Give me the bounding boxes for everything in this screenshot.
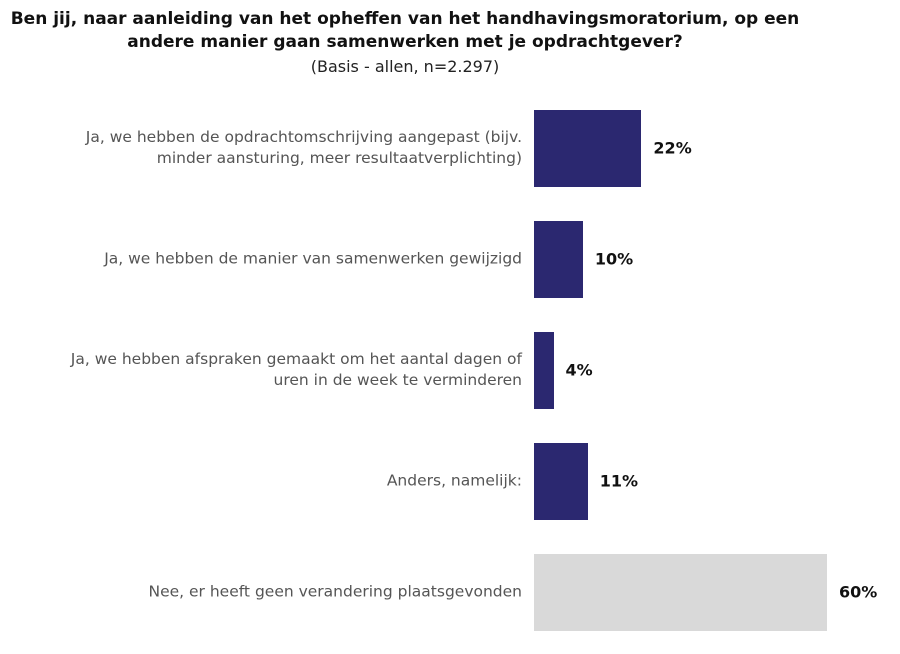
value-label: 60% — [839, 582, 878, 602]
category-label: Ja, we hebben de manier van samenwerken … — [104, 249, 522, 268]
category-label: Anders, namelijk: — [386, 471, 522, 490]
bar — [534, 553, 827, 631]
category-label: Nee, er heeft geen verandering plaatsgev… — [148, 582, 523, 601]
bar — [534, 442, 588, 520]
bar — [534, 331, 554, 409]
chart-subtitle: (Basis - allen, n=2.297) — [310, 57, 500, 76]
bar — [534, 109, 642, 187]
value-label: 10% — [594, 249, 634, 269]
chart-title: Ben jij, naar aanleiding van het opheffe… — [10, 9, 800, 52]
bar — [534, 220, 583, 298]
value-label: 11% — [599, 471, 638, 491]
category-label: Ja, we hebben afspraken gemaakt om het a… — [70, 350, 522, 389]
value-label: 4% — [565, 360, 593, 380]
category-label: Ja, we hebben de opdrachtomschrijving aa… — [85, 128, 522, 167]
value-label: 22% — [653, 138, 692, 158]
